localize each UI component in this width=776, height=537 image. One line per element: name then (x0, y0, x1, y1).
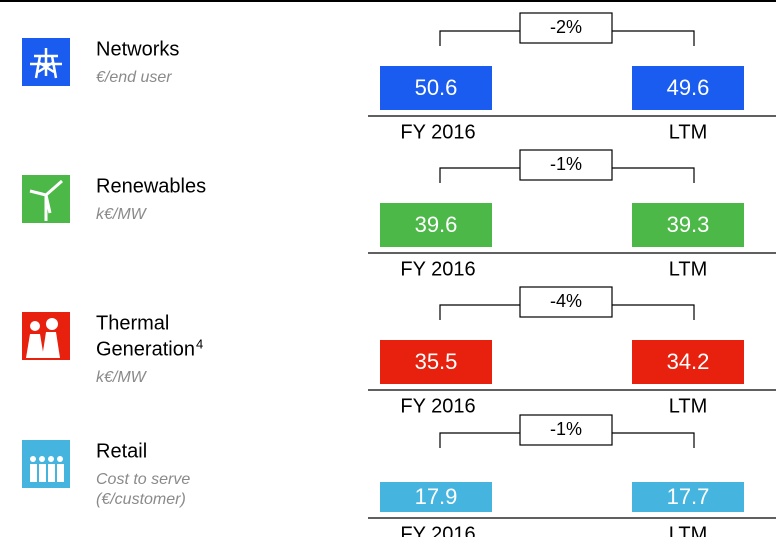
segment-unit: Cost to serve (96, 471, 190, 488)
period-label: LTM (669, 121, 708, 143)
change-label: -1% (550, 154, 582, 174)
icon-body (39, 464, 46, 482)
segment-name: Generation (96, 338, 195, 360)
icon (30, 48, 62, 79)
value-box (632, 340, 744, 384)
value-box (632, 482, 744, 512)
value-label: 17.9 (415, 484, 458, 509)
value-label: 17.7 (667, 484, 710, 509)
segment: Networks €/end user -2% 50.6 FY 2016 49.6 LTM (22, 12, 776, 143)
icon-smoke (30, 321, 40, 331)
period-label: LTM (669, 258, 708, 280)
icon-head (39, 456, 45, 462)
segment: Thermal Generation k€/MW -4% 35.5 FY 2016 34.2… (22, 286, 776, 417)
icon (29, 179, 63, 221)
value-box (380, 482, 492, 512)
icon-body (30, 464, 37, 482)
period-label: LTM (669, 523, 708, 537)
change-box (519, 12, 613, 44)
change-label: -1% (550, 419, 582, 439)
change-bracket (439, 30, 695, 46)
value-label: 50.6 (415, 75, 458, 100)
change-bracket (439, 167, 695, 183)
segment-unit: €/end user (96, 69, 172, 86)
change-label: -4% (550, 291, 582, 311)
value-box (380, 340, 492, 384)
segment-name: Thermal (96, 312, 169, 334)
change-box (519, 414, 613, 446)
period-label: FY 2016 (400, 258, 475, 280)
segment-unit: (€/customer) (96, 491, 186, 508)
value-label: 39.6 (415, 212, 458, 237)
segment-name: Renewables (96, 175, 206, 197)
value-box (380, 203, 492, 247)
change-box (519, 286, 613, 318)
icon-head (30, 456, 36, 462)
value-box (632, 203, 744, 247)
icon-body (57, 464, 64, 482)
period-label: FY 2016 (400, 121, 475, 143)
period-label: FY 2016 (400, 523, 475, 537)
value-label: 39.3 (667, 212, 710, 237)
icon-glyph (30, 48, 62, 79)
icon-glyph (29, 179, 63, 221)
change-bracket (439, 304, 695, 320)
footnote-mark: 4 (196, 336, 203, 351)
change-bracket (439, 432, 695, 448)
segment-name: Retail (96, 440, 147, 462)
icon-smoke (46, 318, 58, 330)
period-label: FY 2016 (400, 395, 475, 417)
icon-head (48, 456, 54, 462)
icon (26, 318, 60, 358)
value-label: 35.5 (415, 349, 458, 374)
icon (30, 456, 64, 482)
segment-name: Networks (96, 38, 179, 60)
icon-body (48, 464, 55, 482)
change-box (519, 149, 613, 181)
value-box (380, 66, 492, 110)
change-label: -2% (550, 17, 582, 37)
segment-unit: k€/MW (96, 206, 148, 223)
icon-glyph (26, 332, 60, 358)
icon-head (57, 456, 63, 462)
segment-unit: k€/MW (96, 369, 148, 386)
segment: Retail Cost to serve (€/customer) -1% 17.9 FY… (22, 414, 776, 537)
period-label: LTM (669, 395, 708, 417)
value-box (632, 66, 744, 110)
segment: Renewables k€/MW -1% 39.6 FY 2016 39.3 LTM (22, 149, 776, 280)
value-label: 49.6 (667, 75, 710, 100)
value-label: 34.2 (667, 349, 710, 374)
